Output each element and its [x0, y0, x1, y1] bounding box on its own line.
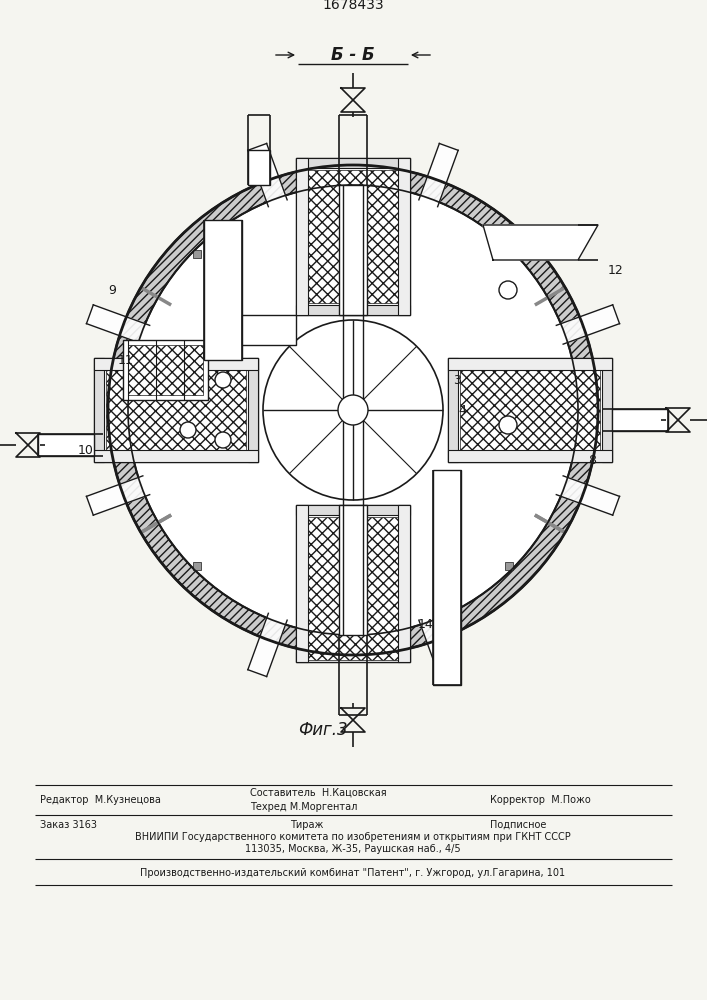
Text: Тираж: Тираж	[290, 820, 323, 830]
Polygon shape	[86, 305, 150, 344]
Polygon shape	[248, 143, 287, 207]
Bar	[38, 434, 94, 456]
Bar	[296, 652, 410, 662]
Bar	[248, 150, 270, 185]
Bar	[194, 562, 201, 570]
Bar	[296, 505, 308, 662]
Circle shape	[499, 416, 517, 434]
Bar	[296, 505, 410, 662]
Bar	[308, 170, 398, 303]
Bar	[94, 358, 258, 370]
Text: Составитель  Н.Кацовская: Составитель Н.Кацовская	[250, 788, 387, 798]
Bar	[296, 505, 410, 515]
Bar	[128, 345, 203, 395]
Circle shape	[263, 320, 443, 500]
Text: ВНИИПИ Государственного комитета по изобретениям и открытиям при ГКНТ СССР: ВНИИПИ Государственного комитета по изоб…	[135, 832, 571, 842]
Text: 113035, Москва, Ж-35, Раушская наб., 4/5: 113035, Москва, Ж-35, Раушская наб., 4/5	[245, 844, 461, 854]
Bar	[296, 158, 410, 168]
Polygon shape	[419, 613, 458, 677]
Bar	[123, 340, 208, 400]
Polygon shape	[419, 143, 458, 207]
Bar	[398, 505, 410, 662]
Bar	[398, 158, 410, 315]
Circle shape	[180, 422, 196, 438]
Text: 10: 10	[78, 444, 94, 456]
Polygon shape	[248, 613, 287, 677]
Text: Б - Б: Б - Б	[331, 46, 375, 64]
Bar	[448, 358, 612, 462]
Text: 4: 4	[458, 403, 466, 416]
Wedge shape	[108, 165, 598, 655]
Text: 11: 11	[118, 354, 134, 366]
Bar	[94, 358, 258, 462]
Text: 12: 12	[608, 263, 624, 276]
Bar	[308, 517, 398, 660]
Bar	[448, 450, 612, 462]
Polygon shape	[483, 225, 598, 260]
Text: Фиг.3: Фиг.3	[298, 721, 348, 739]
Bar	[505, 250, 513, 258]
Text: 1678433: 1678433	[322, 0, 384, 12]
Text: Редактор  М.Кузнецова: Редактор М.Кузнецова	[40, 795, 161, 805]
Bar	[204, 220, 242, 360]
Bar	[296, 305, 410, 315]
Text: 8: 8	[588, 454, 596, 466]
Circle shape	[215, 432, 231, 448]
Bar	[612, 409, 668, 431]
Circle shape	[129, 186, 577, 634]
Bar	[194, 250, 201, 258]
Bar	[460, 370, 600, 450]
Text: Заказ 3163: Заказ 3163	[40, 820, 97, 830]
Bar	[433, 470, 461, 685]
Polygon shape	[556, 476, 619, 515]
Bar	[106, 370, 246, 450]
Bar	[448, 358, 612, 370]
Polygon shape	[556, 305, 619, 344]
Bar	[248, 358, 258, 462]
Text: Подписное: Подписное	[490, 820, 547, 830]
Bar	[339, 185, 367, 315]
Bar	[602, 358, 612, 462]
Bar	[339, 505, 367, 635]
Bar	[242, 315, 296, 345]
Bar	[296, 158, 308, 315]
Text: 14: 14	[418, 618, 434, 632]
Bar	[296, 158, 410, 315]
Bar	[94, 450, 258, 462]
Text: 3: 3	[453, 373, 461, 386]
Circle shape	[215, 372, 231, 388]
Polygon shape	[86, 476, 150, 515]
Text: Техред М.Моргентал: Техред М.Моргентал	[250, 802, 357, 812]
Circle shape	[499, 281, 517, 299]
Bar	[448, 358, 458, 462]
Text: Производственно-издательский комбинат "Патент", г. Ужгород, ул.Гагарина, 101: Производственно-издательский комбинат "П…	[141, 868, 566, 878]
Bar	[94, 358, 104, 462]
Text: Корректор  М.Пожо: Корректор М.Пожо	[490, 795, 591, 805]
Circle shape	[338, 395, 368, 425]
Text: 9: 9	[108, 284, 116, 296]
Bar	[505, 562, 513, 570]
